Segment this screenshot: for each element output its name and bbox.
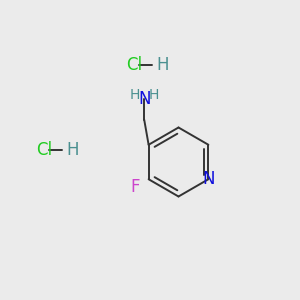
Text: N: N (202, 170, 214, 188)
Text: Cl: Cl (126, 56, 142, 74)
Text: H: H (66, 141, 79, 159)
Text: H: H (156, 56, 169, 74)
Text: F: F (130, 178, 140, 196)
Text: N: N (138, 90, 150, 108)
Text: H: H (148, 88, 159, 102)
Text: H: H (129, 88, 140, 102)
Text: Cl: Cl (36, 141, 52, 159)
